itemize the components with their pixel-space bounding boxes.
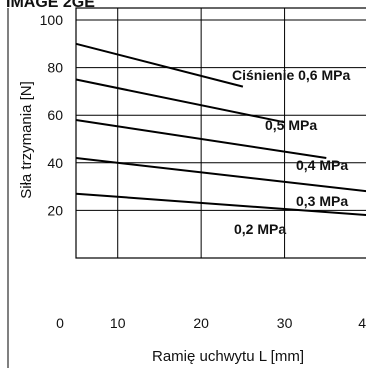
- grid: [76, 8, 366, 258]
- series-line: [75, 192, 366, 217]
- y-tick-label: 60: [47, 107, 63, 123]
- series-lines: [75, 42, 366, 217]
- y-axis-title: Siła trzymania [N]: [18, 81, 35, 199]
- series-label: 0,5 MPa: [265, 117, 317, 133]
- series-label: 0,2 MPa: [234, 221, 286, 237]
- header-text: IMAGE 2GE: [6, 0, 95, 11]
- series-label: 0,4 MPa: [296, 157, 348, 173]
- series-line: [75, 42, 244, 88]
- series-label: 0,3 MPa: [296, 193, 348, 209]
- y-tick-label: 40: [47, 155, 63, 171]
- x-tick-label: 10: [110, 315, 126, 331]
- series-labels: Ciśnienie 0,6 MPa 0,5 MPa 0,4 MPa 0,3 MPa 0,…: [232, 67, 350, 237]
- y-tick-label: 100: [40, 12, 64, 28]
- series-label: Ciśnienie 0,6 MPa: [232, 67, 350, 83]
- x-tick-label: 40: [358, 315, 366, 331]
- y-tick-label: 20: [47, 202, 63, 218]
- x-tick-label: 30: [277, 315, 293, 331]
- x-tick-label: 0: [56, 315, 64, 331]
- series-line: [75, 78, 285, 124]
- series-line: [75, 157, 366, 193]
- series-line: [75, 119, 327, 159]
- y-tick-labels: 20 40 60 80 100: [40, 12, 64, 218]
- plot-frame: [75, 7, 366, 259]
- x-tick-label: 20: [193, 315, 209, 331]
- x-tick-labels: 0 10 20 30 40: [56, 315, 366, 331]
- y-tick-label: 80: [47, 60, 63, 76]
- x-axis-title: Ramię uchwytu L [mm]: [152, 348, 304, 365]
